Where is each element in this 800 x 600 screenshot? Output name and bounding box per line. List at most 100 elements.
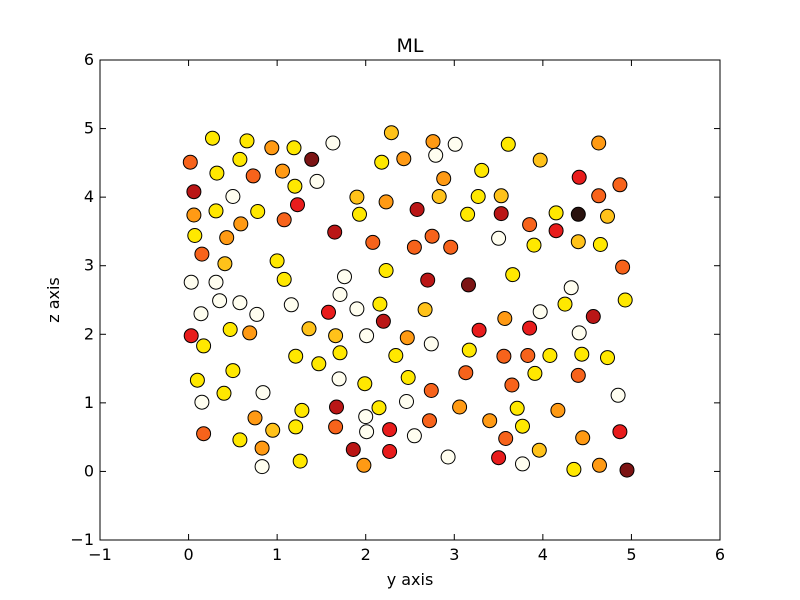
data-point-125 xyxy=(294,402,310,418)
data-point-114 xyxy=(357,376,373,392)
data-point-119 xyxy=(504,377,520,393)
data-point-16 xyxy=(532,152,548,168)
data-point-1 xyxy=(205,130,220,146)
data-point-76 xyxy=(332,287,348,302)
data-point-26 xyxy=(186,184,202,200)
chart-title: ML xyxy=(397,35,424,57)
data-point-7 xyxy=(425,134,441,150)
data-point-152 xyxy=(292,453,308,469)
data-point-107 xyxy=(520,348,536,363)
x-tick-label: 2 xyxy=(361,545,371,564)
data-point-154 xyxy=(491,450,507,466)
data-point-64 xyxy=(420,272,436,288)
y-tick-label: 5 xyxy=(84,119,94,138)
data-point-9 xyxy=(500,136,516,152)
data-point-142 xyxy=(612,424,628,440)
points-layer xyxy=(182,125,635,478)
data-point-68 xyxy=(208,274,224,290)
data-point-40 xyxy=(460,206,476,222)
data-point-81 xyxy=(249,306,265,322)
data-point-78 xyxy=(557,296,573,312)
data-point-2 xyxy=(239,133,255,149)
data-point-85 xyxy=(417,302,433,318)
data-point-63 xyxy=(378,263,394,278)
data-point-4 xyxy=(286,140,302,156)
data-point-57 xyxy=(548,223,564,239)
data-point-79 xyxy=(617,292,633,308)
data-point-101 xyxy=(311,356,327,372)
x-axis-title: y axis xyxy=(387,570,434,589)
data-point-61 xyxy=(217,256,233,272)
data-point-150 xyxy=(382,444,398,459)
data-point-53 xyxy=(424,228,440,244)
data-point-36 xyxy=(208,203,224,219)
data-point-105 xyxy=(461,342,477,358)
data-point-59 xyxy=(592,237,608,252)
data-point-157 xyxy=(515,456,530,472)
y-tick-label: 2 xyxy=(84,324,94,343)
data-point-12 xyxy=(304,151,320,167)
data-point-72 xyxy=(563,280,579,296)
data-point-132 xyxy=(247,410,263,426)
y-axis-title: z axis xyxy=(44,277,63,323)
data-point-42 xyxy=(548,205,564,221)
data-point-106 xyxy=(496,348,512,364)
data-point-144 xyxy=(232,432,248,448)
x-tick-label: 6 xyxy=(715,545,725,564)
data-point-127 xyxy=(371,400,387,416)
data-point-50 xyxy=(327,224,343,240)
data-point-156 xyxy=(356,457,372,473)
data-point-117 xyxy=(527,365,543,381)
data-point-38 xyxy=(352,206,367,222)
data-point-32 xyxy=(591,188,607,204)
data-point-29 xyxy=(431,189,447,204)
data-point-46 xyxy=(276,212,292,228)
data-point-10 xyxy=(591,135,607,151)
data-point-126 xyxy=(329,399,344,415)
data-point-3 xyxy=(264,140,280,156)
data-point-51 xyxy=(365,234,381,250)
data-point-102 xyxy=(332,345,348,361)
data-point-30 xyxy=(470,189,486,204)
data-point-88 xyxy=(585,309,601,324)
data-point-110 xyxy=(600,350,615,366)
data-point-145 xyxy=(406,428,422,444)
data-point-0 xyxy=(182,154,198,170)
y-tick-label: 3 xyxy=(84,256,94,275)
data-point-141 xyxy=(515,418,530,434)
data-point-25 xyxy=(287,178,303,194)
data-point-77 xyxy=(372,296,388,312)
data-point-91 xyxy=(301,321,317,337)
data-point-118 xyxy=(570,367,586,383)
data-point-87 xyxy=(532,304,548,320)
data-point-121 xyxy=(255,385,271,401)
data-point-70 xyxy=(337,269,352,285)
x-tick-label: 1 xyxy=(272,545,282,564)
data-point-111 xyxy=(225,363,241,379)
data-point-13 xyxy=(374,154,390,170)
y-tick-label: 4 xyxy=(84,187,94,206)
y-tick-label: 6 xyxy=(84,50,94,69)
data-point-140 xyxy=(382,422,398,438)
data-point-60 xyxy=(194,246,210,262)
data-point-130 xyxy=(509,400,525,416)
data-point-90 xyxy=(242,325,258,341)
ticks-layer: −1 0 1 2 3 4 5 6 −1 0 1 2 3 4 5 6 xyxy=(70,50,725,564)
data-point-20 xyxy=(309,173,325,189)
x-tick-label: 0 xyxy=(183,545,193,564)
data-point-115 xyxy=(400,370,416,385)
data-point-55 xyxy=(491,230,507,246)
data-point-138 xyxy=(328,419,344,435)
data-point-89 xyxy=(222,322,238,337)
data-point-47 xyxy=(522,217,538,233)
data-point-41 xyxy=(493,206,509,222)
data-point-153 xyxy=(440,449,456,465)
plot-area xyxy=(100,60,720,540)
data-point-11 xyxy=(232,151,248,167)
data-point-84 xyxy=(375,313,391,329)
data-point-98 xyxy=(183,328,199,344)
data-point-120 xyxy=(216,385,232,401)
data-point-158 xyxy=(566,461,582,477)
y-tick-label: 0 xyxy=(84,461,94,480)
